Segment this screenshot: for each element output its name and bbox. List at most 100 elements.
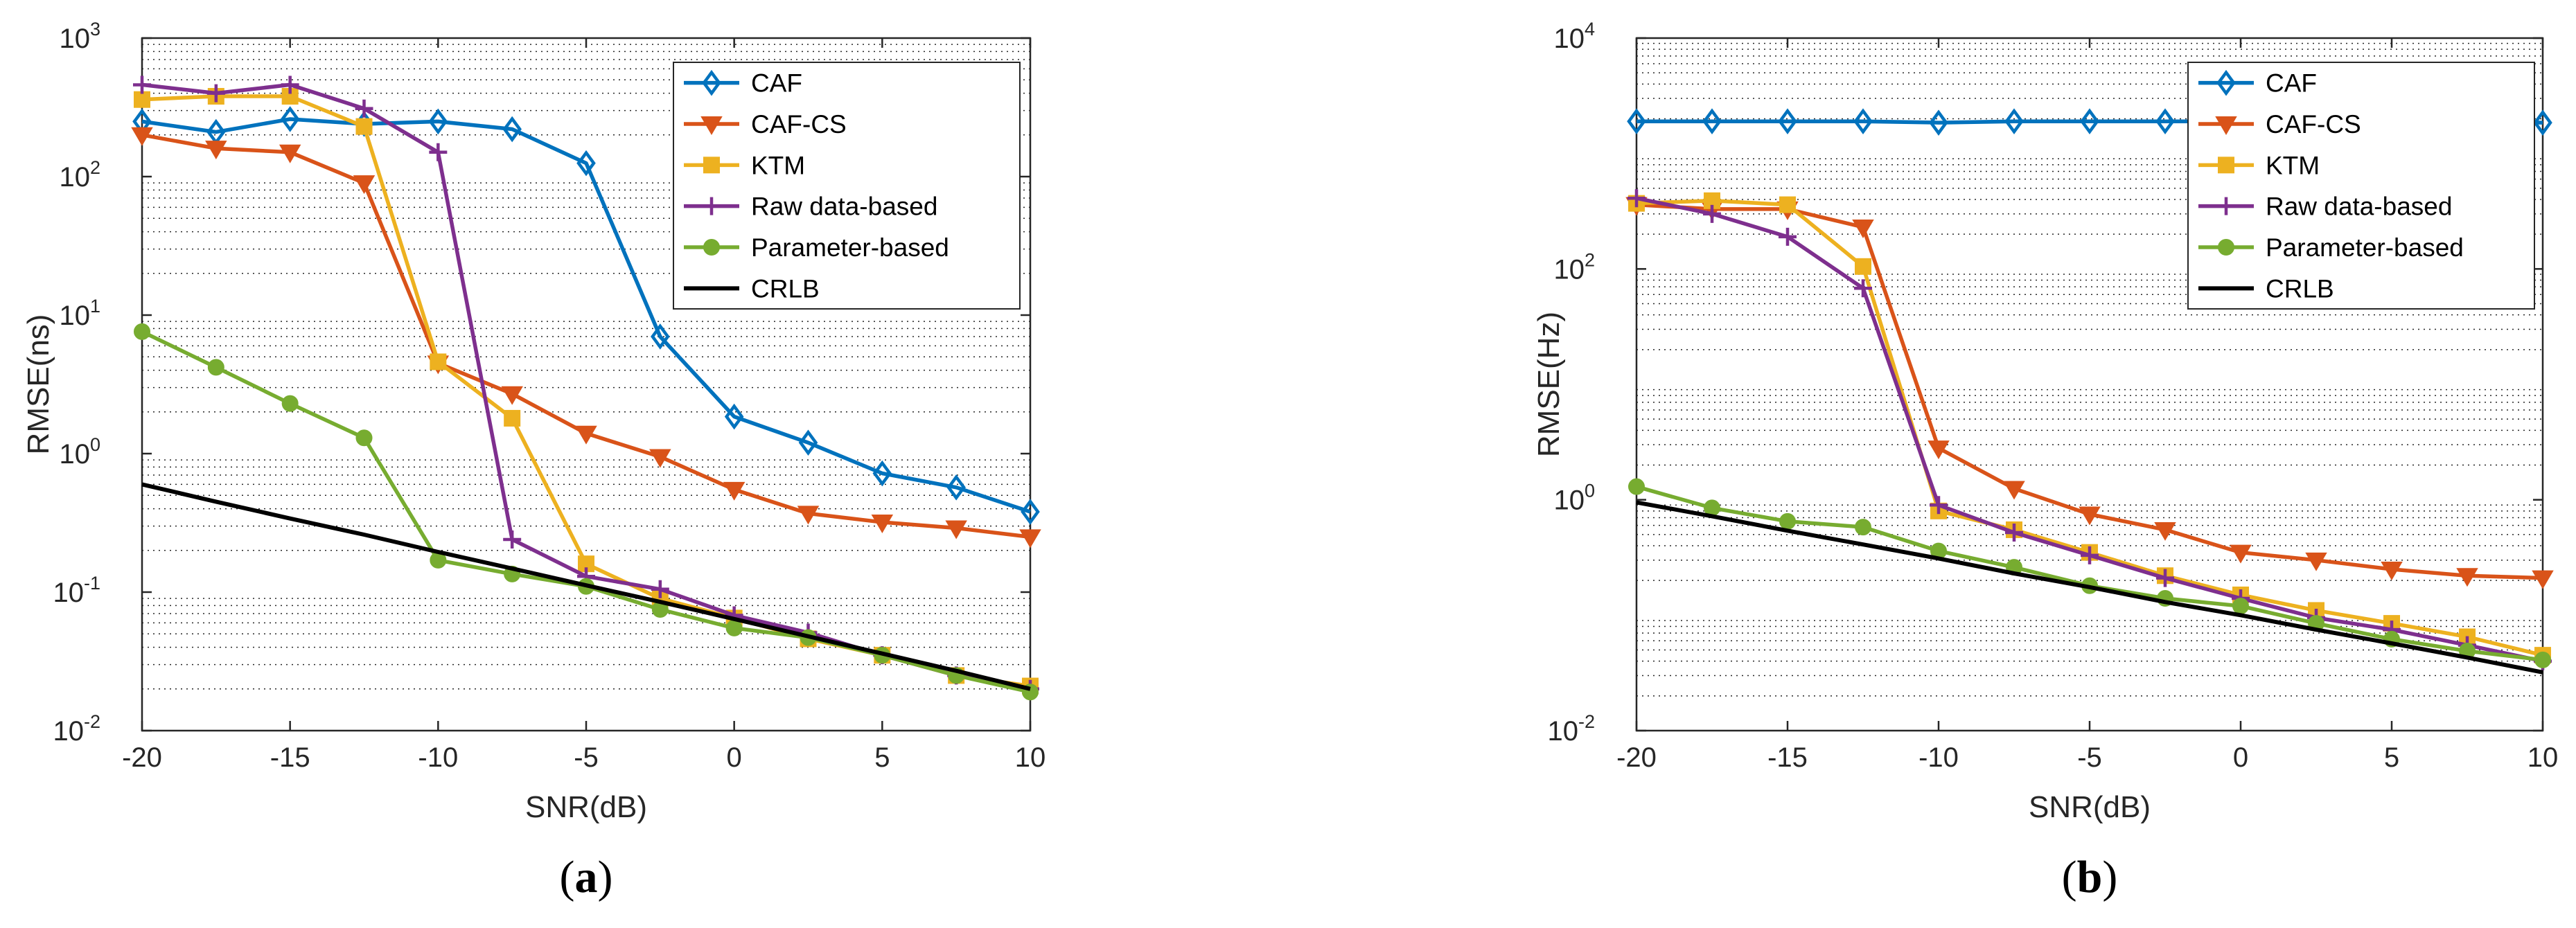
panel-caption: (a) — [560, 852, 613, 902]
data-point-marker — [1854, 279, 1872, 298]
data-point-marker — [651, 323, 670, 350]
data-point-marker — [2004, 108, 2024, 135]
data-point-marker — [1702, 108, 1722, 135]
y-tick-label: 102 — [59, 157, 100, 193]
data-point-marker — [2216, 69, 2236, 96]
data-point-marker — [871, 514, 894, 533]
x-tick-label: 0 — [727, 742, 742, 773]
data-point-marker — [279, 144, 301, 163]
x-tick-label: -10 — [1918, 742, 1959, 773]
data-point-marker — [353, 175, 376, 195]
y-tick-label: 101 — [59, 296, 100, 331]
data-point-marker — [1853, 108, 1873, 135]
data-point-marker — [945, 520, 967, 539]
data-point-marker — [2456, 568, 2478, 587]
data-point-marker — [2079, 506, 2101, 526]
data-point-marker — [133, 75, 151, 94]
data-point-marker — [1779, 512, 1796, 530]
legend: CAF CAF-CS KTM Raw data-based Parameter-base… — [2187, 62, 2535, 310]
data-point-marker — [724, 403, 744, 430]
legend-label: CRLB — [2266, 274, 2334, 303]
data-point-marker — [503, 530, 522, 548]
data-point-marker — [2154, 521, 2176, 541]
data-point-marker — [1778, 108, 1797, 135]
y-tick-label: 100 — [59, 434, 100, 470]
legend-box — [673, 62, 1021, 310]
x-axis-label: SNR(dB) — [2029, 790, 2151, 824]
x-tick-label: 0 — [2233, 742, 2248, 773]
data-point-marker — [1019, 529, 1041, 548]
data-point-marker — [2218, 157, 2234, 174]
data-point-marker — [131, 127, 153, 146]
legend-label: CAF — [751, 69, 802, 98]
data-point-marker — [723, 481, 746, 501]
data-point-marker — [281, 75, 299, 94]
data-point-marker — [703, 239, 720, 256]
data-point-marker — [2305, 552, 2327, 571]
data-point-marker — [206, 84, 225, 102]
legend-box — [2187, 62, 2535, 310]
panel-a: -20 -15 -10 -5 0 5 10 10-2 10-1 100 101 102 103 SNR(d… — [21, 19, 1046, 902]
series-crlb — [1636, 500, 2543, 675]
data-point-marker — [502, 116, 522, 143]
data-point-marker — [798, 429, 818, 456]
data-point-marker — [355, 429, 373, 447]
y-tick-label: 10-2 — [53, 711, 100, 747]
x-tick-label: 10 — [2528, 742, 2559, 773]
data-point-marker — [430, 353, 447, 371]
data-point-marker — [651, 580, 669, 598]
series-line — [1636, 500, 2543, 675]
data-point-marker — [428, 108, 448, 135]
data-point-marker — [700, 116, 723, 135]
x-tick-label: -15 — [1767, 742, 1808, 773]
series-crlb — [141, 482, 1031, 691]
data-point-marker — [575, 425, 597, 445]
data-point-marker — [576, 150, 596, 177]
data-point-marker — [2217, 197, 2235, 215]
data-point-marker — [2080, 108, 2099, 135]
data-point-marker — [872, 460, 892, 487]
series-caf-cs — [131, 127, 1041, 548]
data-point-marker — [703, 197, 721, 215]
x-tick-label: -20 — [1616, 742, 1657, 773]
series-line — [141, 117, 1031, 514]
y-tick-label: 102 — [1553, 249, 1595, 285]
data-point-marker — [355, 99, 373, 118]
data-point-marker — [1852, 220, 1874, 239]
x-tick-label: -5 — [574, 742, 599, 773]
data-point-marker — [1855, 258, 1871, 275]
legend-label: CAF — [2266, 69, 2317, 98]
data-point-marker — [2155, 108, 2175, 135]
data-point-marker — [281, 395, 299, 412]
panel-b: -20 -15 -10 -5 0 5 10 10-2 100 102 104 SNR(dB) RMSE(… — [1532, 19, 2558, 902]
x-tick-label: -10 — [418, 742, 458, 773]
data-point-marker — [2232, 598, 2249, 615]
data-point-marker — [2005, 523, 2023, 542]
data-point-marker — [1703, 204, 1721, 223]
x-tick-label: 10 — [1015, 742, 1046, 773]
data-point-marker — [1855, 519, 1871, 536]
data-point-marker — [2218, 239, 2234, 256]
data-point-marker — [2381, 562, 2403, 580]
x-tick-label: -5 — [2077, 742, 2102, 773]
data-point-marker — [2156, 569, 2174, 587]
legend-label: KTM — [2266, 151, 2320, 179]
data-point-marker — [134, 323, 150, 340]
data-point-marker — [205, 141, 227, 160]
x-tick-label: 5 — [874, 742, 890, 773]
y-tick-label: 103 — [59, 19, 100, 54]
data-point-marker — [504, 409, 521, 427]
x-axis-label: SNR(dB) — [525, 790, 647, 824]
data-point-marker — [2003, 481, 2025, 500]
data-point-marker — [2230, 544, 2252, 564]
series-line — [141, 482, 1031, 691]
data-point-marker — [280, 106, 300, 132]
data-point-marker — [1627, 189, 1646, 208]
data-point-marker — [2532, 570, 2554, 589]
legend-label: Raw data-based — [2266, 193, 2452, 221]
minor-grid — [142, 44, 1030, 690]
data-point-marker — [2081, 546, 2099, 564]
data-point-marker — [429, 143, 448, 161]
series-line — [141, 330, 1031, 694]
y-tick-label: 104 — [1553, 19, 1595, 54]
